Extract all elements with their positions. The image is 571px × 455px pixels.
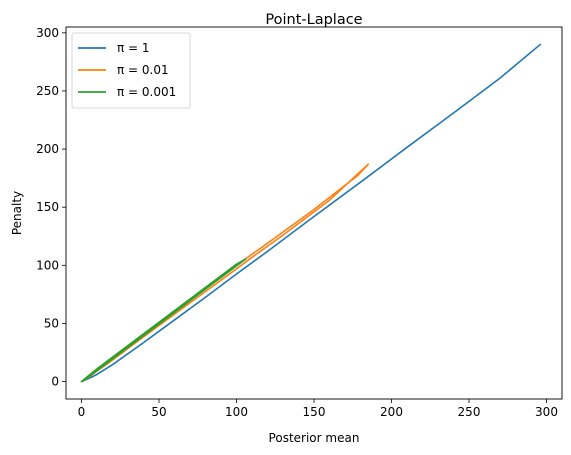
legend: π = 1 π = 0.01 π = 0.001	[71, 32, 191, 109]
y-tick-label: 250	[36, 84, 59, 98]
legend-label-3: π = 0.001	[117, 85, 176, 99]
x-axis-label: Posterior mean	[269, 431, 360, 445]
x-tick-label: 100	[225, 405, 248, 419]
legend-label-1: π = 1	[117, 41, 150, 55]
y-tick-label: 200	[36, 142, 59, 156]
plot-lines	[80, 43, 542, 383]
y-tick-label: 300	[36, 26, 59, 40]
x-tick-label: 300	[535, 405, 558, 419]
legend-box	[71, 32, 191, 109]
series-line-3	[80, 258, 247, 383]
y-tick-label: 150	[36, 200, 59, 214]
y-tick-label: 100	[36, 258, 59, 272]
y-axis-ticks: 0 50 100 150 200 250 300	[36, 26, 66, 389]
y-tick-label: 0	[51, 375, 59, 389]
y-tick-label: 50	[44, 316, 59, 330]
series-line-1	[80, 43, 542, 383]
x-tick-label: 150	[303, 405, 326, 419]
y-axis-label: Penalty	[10, 191, 24, 235]
x-tick-label: 250	[458, 405, 481, 419]
chart-title: Point-Laplace	[265, 12, 362, 28]
x-tick-label: 50	[151, 405, 166, 419]
x-tick-label: 0	[78, 405, 86, 419]
x-axis-ticks: 0 50 100 150 200 250 300	[78, 399, 558, 419]
legend-label-2: π = 0.01	[117, 63, 169, 77]
x-tick-label: 200	[380, 405, 403, 419]
